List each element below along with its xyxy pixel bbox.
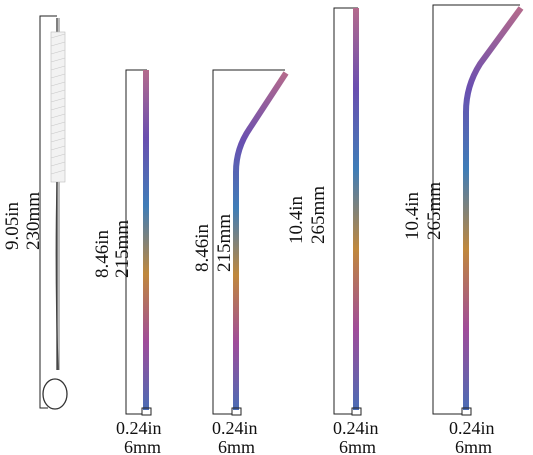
brush-length-bracket <box>39 15 57 409</box>
brush-bristles <box>42 18 68 410</box>
bent-short-straw <box>233 71 289 410</box>
bent-short-length-mm: 215mm <box>214 214 235 272</box>
straight-long-length-bracket <box>333 7 358 415</box>
straight-short-width-in: 0.24in <box>116 418 162 438</box>
straight-long-straw <box>353 8 359 410</box>
straight-short-width-marker <box>141 407 152 416</box>
brush-length-mm: 230mm <box>23 192 44 250</box>
straight-straw-short-group: 8.46in 215mm 0.24in 6mm <box>92 69 162 455</box>
straight-short-width-mm: 6mm <box>124 437 161 455</box>
bent-short-width-mm: 6mm <box>218 437 255 455</box>
bent-short-width-in: 0.24in <box>212 418 258 438</box>
straight-long-length-in: 10.4in <box>286 195 307 244</box>
bent-short-length-bracket <box>212 69 285 415</box>
brush-length-in: 9.05in <box>2 201 23 250</box>
bent-short-length-in: 8.46in <box>192 223 213 272</box>
straight-short-length-mm: 215mm <box>112 220 133 278</box>
straight-long-width-marker <box>351 407 362 416</box>
bent-long-width-mm: 6mm <box>455 437 492 455</box>
straight-straw-long-group: 10.4in 265mm 0.24in 6mm <box>286 7 379 455</box>
bent-long-straw <box>463 6 524 410</box>
straight-short-length-in: 8.46in <box>92 229 113 278</box>
straight-short-straw <box>143 70 149 410</box>
bent-long-width-in: 0.24in <box>449 418 495 438</box>
straight-long-width-in: 0.24in <box>333 418 379 438</box>
bent-long-length-in: 10.4in <box>402 191 423 240</box>
bent-long-width-marker <box>461 407 472 416</box>
bent-straw-short-group: 8.46in 215mm 0.24in 6mm <box>192 69 289 455</box>
straight-long-length-mm: 265mm <box>308 186 329 244</box>
bent-long-length-mm: 265mm <box>424 182 445 240</box>
cleaning-brush-group: 9.05in 230mm <box>2 15 68 410</box>
straight-long-width-mm: 6mm <box>339 437 376 455</box>
bent-straw-long-group: 10.4in 265mm 0.24in 6mm <box>402 4 524 455</box>
bent-short-width-marker <box>231 407 242 416</box>
straight-short-length-bracket <box>125 69 147 415</box>
bent-long-length-bracket <box>432 4 520 415</box>
